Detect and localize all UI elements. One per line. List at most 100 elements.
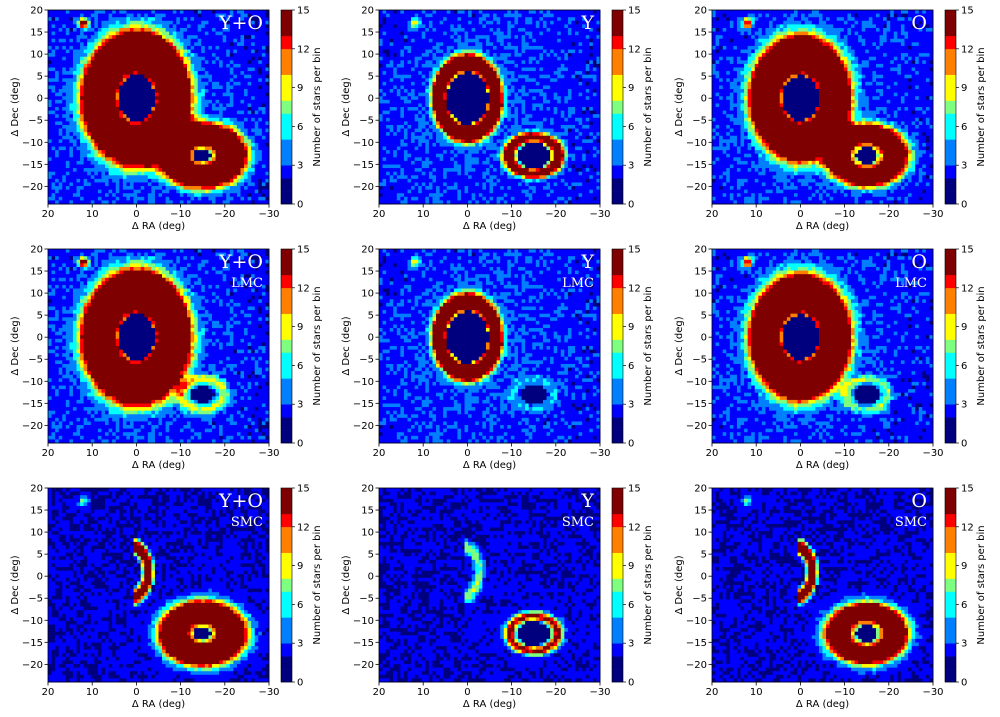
heatmap-cell — [134, 100, 138, 104]
heatmap-cell — [233, 193, 237, 197]
heatmap-cell — [59, 164, 63, 168]
heatmap-cell — [137, 78, 141, 82]
heatmap-cell — [148, 161, 152, 165]
heatmap-cell — [69, 64, 73, 68]
heatmap-cell — [69, 60, 73, 64]
heatmap-cell — [151, 57, 155, 61]
heatmap-cell — [55, 107, 59, 111]
heatmap-cell — [454, 32, 458, 36]
heatmap-cell — [105, 89, 109, 93]
heatmap-cell — [447, 17, 451, 21]
heatmap-cell — [397, 64, 401, 68]
heatmap-cell — [176, 89, 180, 93]
heatmap-cell — [212, 175, 216, 179]
heatmap-cell — [173, 186, 177, 190]
heatmap-cell — [457, 85, 461, 89]
heatmap-cell — [457, 157, 461, 161]
heatmap-cell — [52, 60, 56, 64]
heatmap-cell — [461, 42, 465, 46]
heatmap-cell — [119, 42, 123, 46]
heatmap-cell — [440, 10, 444, 14]
heatmap-cell — [465, 21, 469, 25]
heatmap-cell — [472, 21, 476, 25]
heatmap-cell — [194, 46, 198, 50]
heatmap-cell — [237, 39, 241, 43]
heatmap-cell — [101, 147, 105, 151]
heatmap-cell — [134, 67, 138, 71]
heatmap-cell — [123, 75, 127, 79]
heatmap-cell — [262, 190, 266, 194]
heatmap-cell — [255, 82, 259, 86]
heatmap-cell — [183, 42, 187, 46]
heatmap-cell — [119, 24, 123, 28]
heatmap-cell — [198, 100, 202, 104]
heatmap-cell — [144, 103, 148, 107]
heatmap-cell — [73, 114, 77, 118]
heatmap-cell — [479, 111, 483, 115]
heatmap-cell — [59, 147, 63, 151]
heatmap-cell — [216, 50, 220, 54]
heatmap-cell — [180, 46, 184, 50]
heatmap-cell — [155, 64, 159, 68]
heatmap-cell — [397, 186, 401, 190]
heatmap-cell — [226, 35, 230, 39]
heatmap-cell — [468, 103, 472, 107]
heatmap-cell — [134, 172, 138, 176]
heatmap-cell — [80, 46, 84, 50]
heatmap-cell — [84, 172, 88, 176]
heatmap-cell — [91, 118, 95, 122]
heatmap-cell — [162, 139, 166, 143]
heatmap-cell — [393, 57, 397, 61]
heatmap-cell — [219, 64, 223, 68]
heatmap-cell — [383, 57, 387, 61]
heatmap-cell — [55, 64, 59, 68]
heatmap-cell — [212, 32, 216, 36]
heatmap-cell — [126, 89, 130, 93]
heatmap-cell — [62, 175, 66, 179]
heatmap-cell — [415, 42, 419, 46]
heatmap-cell — [130, 17, 134, 21]
heatmap-cell — [397, 150, 401, 154]
heatmap-cell — [411, 129, 415, 133]
heatmap-cell — [198, 10, 202, 14]
heatmap-cell — [176, 32, 180, 36]
heatmap-cell — [233, 136, 237, 140]
heatmap-cell — [77, 182, 81, 186]
heatmap-cell — [468, 179, 472, 183]
heatmap-cell — [436, 42, 440, 46]
heatmap-cell — [230, 114, 234, 118]
heatmap-cell — [258, 182, 262, 186]
heatmap-cell — [432, 164, 436, 168]
heatmap-cell — [443, 93, 447, 97]
heatmap-cell — [169, 100, 173, 104]
heatmap-cell — [137, 139, 141, 143]
heatmap-cell — [201, 154, 205, 158]
heatmap-cell — [461, 179, 465, 183]
heatmap-cell — [198, 197, 202, 201]
heatmap-cell — [479, 103, 483, 107]
heatmap-cell — [148, 96, 152, 100]
heatmap-cell — [422, 17, 426, 21]
heatmap-cell — [390, 150, 394, 154]
heatmap-cell — [180, 168, 184, 172]
heatmap-cell — [134, 24, 138, 28]
heatmap-cell — [475, 161, 479, 165]
heatmap-cell — [77, 85, 81, 89]
heatmap-cell — [66, 111, 70, 115]
heatmap-cell — [173, 24, 177, 28]
heatmap-cell — [240, 103, 244, 107]
heatmap-cell — [216, 85, 220, 89]
heatmap-cell — [187, 10, 191, 14]
heatmap-cell — [141, 85, 145, 89]
heatmap-cell — [450, 143, 454, 147]
heatmap-cell — [468, 182, 472, 186]
heatmap-cell — [180, 150, 184, 154]
heatmap-cell — [183, 150, 187, 154]
heatmap-cell — [237, 85, 241, 89]
heatmap-cell — [166, 175, 170, 179]
heatmap-cell — [59, 60, 63, 64]
heatmap-cell — [219, 89, 223, 93]
heatmap-cell — [440, 197, 444, 201]
heatmap-cell — [201, 57, 205, 61]
heatmap-cell — [84, 75, 88, 79]
